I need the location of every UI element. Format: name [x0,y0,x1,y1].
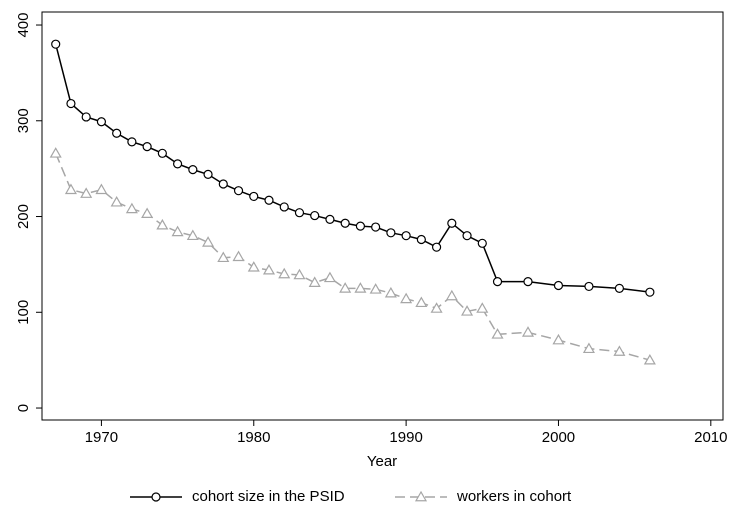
point-marker [584,281,594,292]
legend-label: cohort size in the PSID [192,488,345,505]
point-marker [355,221,366,231]
point-marker [293,268,306,280]
point-marker [66,98,76,109]
point-marker [64,183,77,195]
point-marker [308,276,321,287]
point-marker [203,169,213,179]
x-tick-label: 1980 [237,429,270,446]
point-marker [157,148,167,158]
legend-marker [414,490,428,502]
point-marker [491,328,504,339]
point-marker [262,263,276,275]
point-marker [447,218,457,228]
point-marker [369,283,382,294]
point-marker [386,228,396,238]
point-marker [202,236,215,247]
y-tick-label: 0 [15,404,32,412]
x-axis-label: Year [367,453,397,470]
y-tick-label: 300 [15,108,32,133]
point-marker [339,282,352,293]
point-marker [171,225,184,237]
point-marker [310,210,320,221]
point-marker [232,250,245,262]
point-marker [614,283,625,293]
y-tick-label: 400 [15,13,32,38]
point-marker [96,117,107,127]
point-marker [340,218,350,228]
point-marker [323,271,336,283]
point-marker [521,326,535,337]
point-marker [51,39,61,49]
point-marker [112,128,122,138]
point-marker [142,142,152,152]
point-marker [384,286,397,298]
point-marker [249,191,259,202]
point-marker [218,179,228,189]
plot-frame [41,11,724,421]
x-tick-label: 2010 [694,429,727,446]
point-marker [613,345,626,356]
point-marker [401,231,411,241]
point-marker [445,289,458,301]
point-marker [125,202,138,214]
legend-label: workers in cohort [456,488,572,505]
point-marker [582,342,595,354]
x-tick-label: 1970 [85,429,118,446]
point-marker [188,165,198,175]
point-marker [430,302,443,313]
point-marker [645,287,655,297]
point-marker [80,187,93,198]
x-tick-label: 1990 [389,429,422,446]
series-line [54,43,650,293]
point-marker [371,222,381,232]
point-marker [278,267,291,279]
point-marker [110,195,123,207]
legend-marker [151,492,161,502]
x-tick-label: 2000 [542,429,575,446]
point-marker [462,231,472,241]
point-marker [279,202,289,212]
point-marker [400,292,413,304]
point-marker [553,280,564,291]
point-marker [294,208,305,218]
point-marker [127,137,137,147]
point-marker [354,282,367,293]
y-tick-label: 100 [15,300,32,325]
point-marker [264,195,274,205]
point-marker [523,277,533,287]
point-marker [643,353,656,365]
point-marker [81,112,91,122]
point-marker [461,305,474,316]
point-marker [415,296,428,308]
point-marker [217,251,230,263]
point-marker [492,277,503,287]
y-tick-label: 200 [15,204,32,229]
point-marker [477,238,487,248]
point-marker [416,234,426,245]
point-marker [233,186,244,196]
point-marker [247,261,260,272]
point-marker [431,242,442,252]
point-marker [186,229,199,241]
point-marker [49,147,62,158]
point-marker [172,159,183,169]
point-marker [476,302,489,313]
point-marker [325,214,335,224]
series-line [55,153,651,361]
point-marker [552,333,565,345]
point-marker [95,183,108,195]
point-marker [156,218,169,230]
point-marker [141,207,154,219]
